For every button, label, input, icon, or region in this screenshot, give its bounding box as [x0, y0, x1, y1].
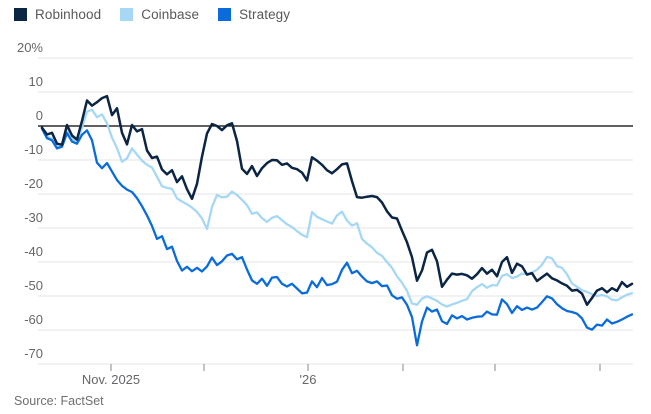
legend-swatch-icon: [218, 8, 232, 21]
y-tick-label: -40: [24, 244, 43, 259]
y-tick-label: -30: [24, 210, 43, 225]
legend-label: Robinhood: [35, 7, 102, 22]
y-tick-label: -20: [24, 176, 43, 191]
y-tick-label: -70: [24, 346, 43, 361]
y-tick-label: 10: [28, 74, 43, 89]
x-tick-label: Nov. 2025: [81, 372, 141, 387]
y-tick-label: 0: [35, 108, 43, 123]
source-note: Source: FactSet: [14, 394, 104, 408]
series-line-coinbase: [40, 108, 634, 308]
y-tick-label: -10: [24, 142, 43, 157]
legend-item-coinbase: Coinbase: [120, 7, 199, 22]
series-line-robinhood: [40, 94, 634, 307]
y-tick-label: 20%: [16, 40, 43, 55]
y-tick-label: -60: [24, 312, 43, 327]
legend-label: Strategy: [239, 7, 291, 22]
legend-item-strategy: Strategy: [218, 7, 290, 22]
legend-swatch-icon: [120, 8, 134, 21]
y-tick-label: -50: [24, 278, 43, 293]
legend-label: Coinbase: [141, 7, 200, 22]
legend-swatch-icon: [14, 8, 27, 21]
legend: Robinhood Coinbase Strategy: [14, 7, 290, 22]
series-line-strategy: [40, 127, 634, 347]
legend-item-robinhood: Robinhood: [14, 7, 101, 22]
x-tick-label: '26: [299, 372, 317, 387]
